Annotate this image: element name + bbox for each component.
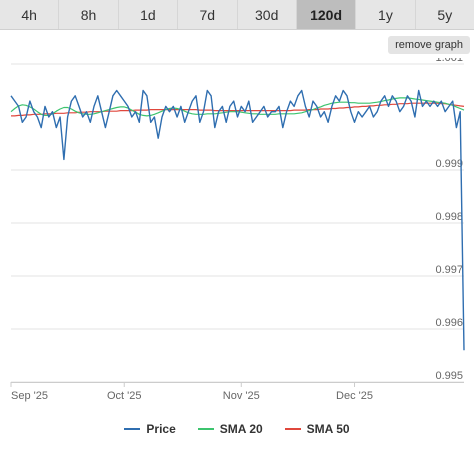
legend-item-sma50[interactable]: SMA 50 bbox=[284, 422, 350, 436]
legend-item-sma20[interactable]: SMA 20 bbox=[197, 422, 263, 436]
y-tick-label: 0.999 bbox=[435, 158, 463, 170]
legend-sma20-label: SMA 20 bbox=[219, 422, 263, 436]
legend-sma50-label: SMA 50 bbox=[306, 422, 350, 436]
tab-5y[interactable]: 5y bbox=[437, 6, 453, 23]
tab-8h[interactable]: 8h bbox=[59, 0, 119, 29]
legend-item-price[interactable]: Price bbox=[124, 422, 176, 436]
tab-30d[interactable]: 30d bbox=[238, 0, 297, 29]
x-tick-label: Dec '25 bbox=[336, 390, 373, 402]
tab-120d[interactable]: 120d bbox=[296, 0, 357, 29]
y-tick-label: 1.001 bbox=[435, 58, 463, 64]
chart-series bbox=[10, 89, 465, 351]
tab-1d[interactable]: 1d bbox=[119, 0, 179, 29]
tab-4h[interactable]: 4h bbox=[0, 0, 60, 29]
x-tick-label: Sep '25 bbox=[11, 390, 48, 402]
legend-price-swatch bbox=[124, 428, 141, 430]
legend-sma50-swatch bbox=[284, 428, 301, 430]
y-axis-labels: 1.001 0.999 0.998 0.997 0.996 0.995 bbox=[435, 58, 463, 382]
x-tick-label: Oct '25 bbox=[107, 390, 142, 402]
y-tick-label: 0.998 bbox=[435, 211, 463, 223]
legend-sma20-swatch bbox=[197, 428, 214, 430]
tab-7d[interactable]: 7d bbox=[178, 0, 238, 29]
legend-price-label: Price bbox=[146, 422, 176, 436]
price-chart: 1.001 0.999 0.998 0.997 0.996 0.995 Sep '25 Oc… bbox=[10, 58, 465, 402]
chart-legend: Price SMA 20 SMA 50 bbox=[0, 420, 474, 438]
y-tick-label: 0.995 bbox=[435, 370, 463, 382]
remove-graph-button[interactable]: remove graph bbox=[388, 36, 470, 54]
timeframe-tabs: 4h 8h 1d 7d 30d 120d 1y 5y bbox=[0, 0, 474, 30]
y-tick-label: 0.996 bbox=[435, 317, 463, 329]
series-line-sma-20 bbox=[10, 97, 465, 117]
y-tick-label: 0.997 bbox=[435, 264, 463, 276]
tab-1y[interactable]: 1y bbox=[356, 0, 416, 29]
series-line-price bbox=[10, 89, 465, 351]
x-tick-label: Nov '25 bbox=[223, 390, 260, 402]
x-axis: Sep '25 Oct '25 Nov '25 Dec '25 bbox=[10, 382, 464, 402]
